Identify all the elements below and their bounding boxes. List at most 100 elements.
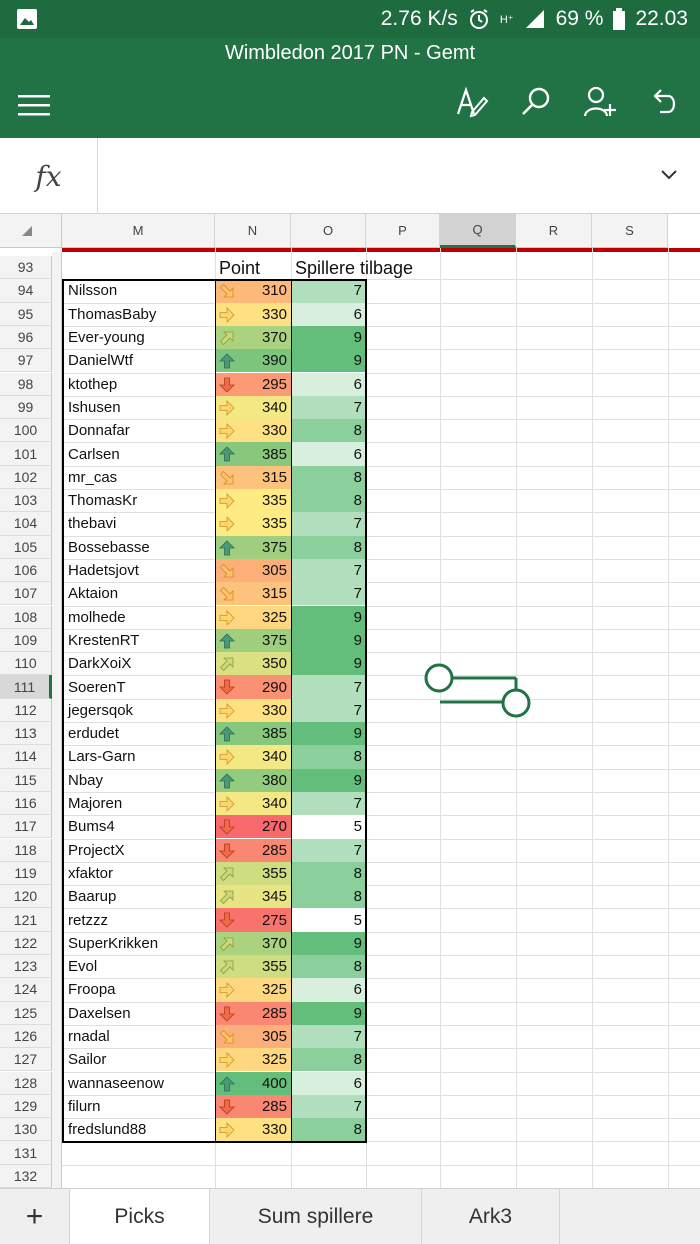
- points-cell[interactable]: 325: [215, 978, 291, 1002]
- remaining-players-cell[interactable]: 8: [291, 535, 366, 559]
- player-name[interactable]: Donnafar: [68, 422, 130, 440]
- player-name[interactable]: Carlsen: [68, 445, 120, 463]
- points-cell[interactable]: 285: [215, 1001, 291, 1025]
- points-cell[interactable]: 305: [215, 1024, 291, 1049]
- row-header[interactable]: 119: [0, 861, 52, 886]
- remaining-players-cell[interactable]: 8: [291, 955, 366, 979]
- share-person-icon[interactable]: [582, 84, 618, 120]
- row-header[interactable]: 130: [0, 1118, 52, 1142]
- points-cell[interactable]: 310: [215, 279, 291, 303]
- row-header[interactable]: 118: [0, 838, 52, 862]
- player-name[interactable]: Hadetsjovt: [68, 562, 139, 580]
- remaining-players-cell[interactable]: 8: [291, 861, 366, 886]
- remaining-players-cell[interactable]: 7: [291, 582, 366, 606]
- points-cell[interactable]: 355: [215, 861, 291, 886]
- player-name[interactable]: molhede: [68, 608, 126, 626]
- player-name[interactable]: SuperKrikken: [68, 934, 159, 952]
- player-name[interactable]: ThomasKr: [68, 492, 138, 510]
- row-header[interactable]: 104: [0, 512, 52, 536]
- tab-ark3[interactable]: Ark3: [422, 1189, 560, 1244]
- player-name[interactable]: Ishusen: [68, 398, 121, 416]
- player-name[interactable]: wannaseenow: [68, 1074, 164, 1092]
- column-header-p[interactable]: P: [366, 214, 440, 248]
- row-header[interactable]: 101: [0, 442, 52, 466]
- column-header-q[interactable]: Q: [440, 214, 516, 248]
- remaining-players-cell[interactable]: 6: [291, 442, 366, 466]
- remaining-players-cell[interactable]: 9: [291, 628, 366, 653]
- player-name[interactable]: thebavi: [68, 515, 117, 533]
- remaining-players-cell[interactable]: 6: [291, 302, 366, 326]
- remaining-players-cell[interactable]: 8: [291, 885, 366, 909]
- row-header[interactable]: 93: [0, 256, 52, 280]
- remaining-players-cell[interactable]: 9: [291, 605, 366, 629]
- remaining-players-cell[interactable]: 9: [291, 349, 366, 373]
- remaining-players-cell[interactable]: 9: [291, 931, 366, 955]
- player-name[interactable]: Bossebasse: [68, 538, 150, 556]
- row-header[interactable]: 106: [0, 558, 52, 583]
- player-name[interactable]: Evol: [68, 958, 98, 976]
- points-cell[interactable]: 380: [215, 768, 291, 792]
- player-name[interactable]: Majoren: [68, 795, 123, 813]
- row-header[interactable]: 121: [0, 908, 52, 932]
- player-name[interactable]: ProjectX: [68, 841, 125, 859]
- remaining-players-cell[interactable]: 7: [291, 698, 366, 722]
- remaining-players-cell[interactable]: 6: [291, 978, 366, 1002]
- row-header[interactable]: 110: [0, 652, 52, 676]
- remaining-players-cell[interactable]: 7: [291, 512, 366, 536]
- points-cell[interactable]: 340: [215, 395, 291, 420]
- row-header[interactable]: 109: [0, 628, 52, 653]
- row-header[interactable]: 99: [0, 395, 52, 420]
- remaining-players-cell[interactable]: 8: [291, 1118, 366, 1142]
- points-cell[interactable]: 270: [215, 815, 291, 839]
- row-header[interactable]: 97: [0, 349, 52, 373]
- row-header[interactable]: 107: [0, 582, 52, 606]
- player-name[interactable]: ThomasBaby: [68, 305, 157, 323]
- points-cell[interactable]: 285: [215, 1094, 291, 1119]
- row-header[interactable]: 96: [0, 325, 52, 350]
- points-cell[interactable]: 305: [215, 558, 291, 583]
- points-cell[interactable]: 335: [215, 489, 291, 513]
- spreadsheet-grid[interactable]: M N O P Q R S 93 94 95 96 97 98 99 100 101 102 103 104 105 1…: [0, 214, 700, 1188]
- points-cell[interactable]: 400: [215, 1071, 291, 1095]
- fx-label[interactable]: fx: [0, 138, 98, 214]
- column-header-r[interactable]: R: [516, 214, 592, 248]
- player-name[interactable]: mr_cas: [68, 468, 118, 486]
- player-name[interactable]: Nilsson: [68, 282, 118, 300]
- points-cell[interactable]: 330: [215, 698, 291, 722]
- player-name[interactable]: Daxelsen: [68, 1004, 131, 1022]
- row-header[interactable]: 117: [0, 815, 52, 839]
- row-header[interactable]: 120: [0, 885, 52, 909]
- row-header[interactable]: 131: [0, 1141, 52, 1165]
- points-cell[interactable]: 385: [215, 722, 291, 746]
- remaining-players-cell[interactable]: 7: [291, 675, 366, 699]
- row-header[interactable]: 95: [0, 302, 52, 326]
- points-cell[interactable]: 385: [215, 442, 291, 466]
- remaining-players-cell[interactable]: 9: [291, 1001, 366, 1025]
- points-cell[interactable]: 350: [215, 652, 291, 676]
- remaining-players-cell[interactable]: 9: [291, 722, 366, 746]
- points-cell[interactable]: 340: [215, 745, 291, 769]
- remaining-players-cell[interactable]: 7: [291, 1024, 366, 1049]
- select-all-corner[interactable]: [0, 214, 62, 248]
- points-cell[interactable]: 370: [215, 931, 291, 955]
- row-header[interactable]: 127: [0, 1048, 52, 1072]
- remaining-players-cell[interactable]: 5: [291, 815, 366, 839]
- column-header-s[interactable]: S: [592, 214, 668, 248]
- remaining-players-cell[interactable]: 8: [291, 419, 366, 443]
- player-name[interactable]: Aktaion: [68, 585, 119, 603]
- remaining-players-cell[interactable]: 7: [291, 558, 366, 583]
- player-name[interactable]: DanielWtf: [68, 352, 134, 370]
- tab-picks[interactable]: Picks: [70, 1189, 210, 1244]
- row-header[interactable]: 111: [0, 675, 52, 699]
- points-cell[interactable]: 345: [215, 885, 291, 909]
- remaining-players-cell[interactable]: 5: [291, 908, 366, 932]
- points-cell[interactable]: 315: [215, 465, 291, 489]
- remaining-players-cell[interactable]: 7: [291, 1094, 366, 1119]
- points-cell[interactable]: 290: [215, 675, 291, 699]
- remaining-players-cell[interactable]: 6: [291, 1071, 366, 1095]
- player-name[interactable]: fredslund88: [68, 1121, 147, 1139]
- points-cell[interactable]: 375: [215, 628, 291, 653]
- points-cell[interactable]: 330: [215, 419, 291, 443]
- row-header[interactable]: 125: [0, 1001, 52, 1025]
- points-cell[interactable]: 315: [215, 582, 291, 606]
